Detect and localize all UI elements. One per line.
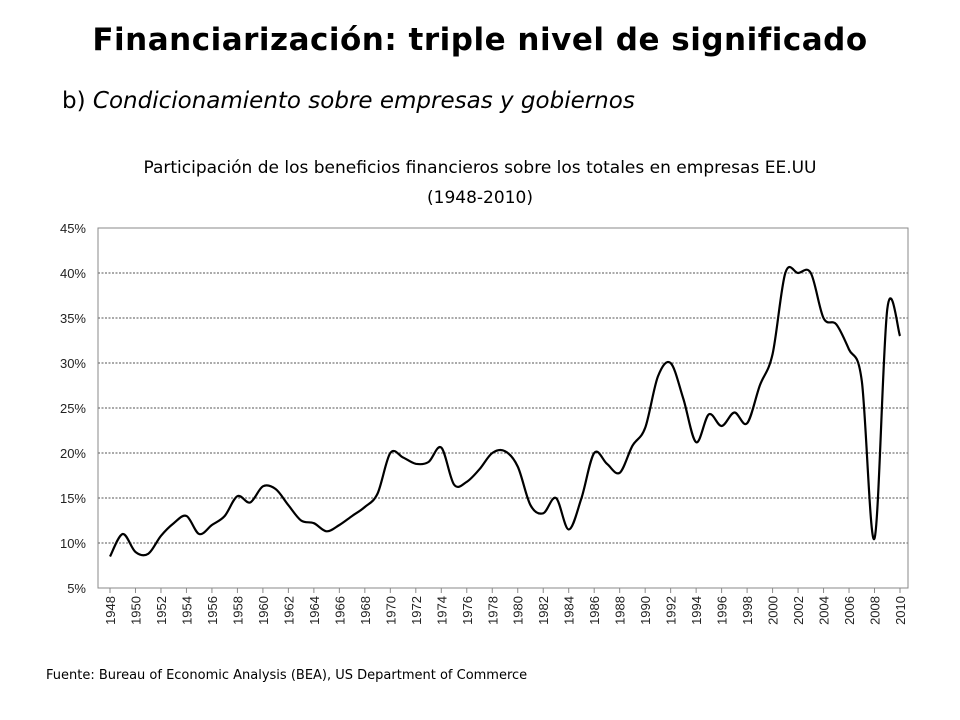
x-tick-label: 1958: [230, 596, 245, 625]
x-tick-label: 1976: [460, 596, 475, 625]
x-tick-label: 1978: [485, 596, 500, 625]
x-tick-label: 1968: [358, 596, 373, 625]
x-tick-label: 1988: [613, 596, 628, 625]
x-tick-label: 2000: [766, 596, 781, 625]
x-tick-label: 1972: [409, 596, 424, 625]
series-line: [109, 265, 902, 558]
x-tick-label: 2006: [842, 596, 857, 625]
x-tick-label: 1974: [434, 596, 449, 625]
x-tick-label: 2008: [868, 596, 883, 625]
x-tick-label: 1954: [179, 596, 194, 625]
slide-subtitle: b) Condicionamiento sobre empresas y gob…: [62, 88, 635, 114]
x-tick-label: 1998: [740, 596, 755, 625]
x-tick-label: 1948: [103, 596, 118, 625]
chart-subtitle: (1948-2010): [427, 188, 533, 208]
x-tick-label: 1966: [332, 596, 347, 625]
x-tick-label: 1962: [281, 596, 296, 625]
x-tick-label: 1996: [715, 596, 730, 625]
x-tick-label: 1984: [562, 596, 577, 625]
subtitle-prefix: b): [62, 88, 86, 114]
y-tick-label: 5%: [67, 581, 86, 596]
x-tick-label: 2002: [791, 596, 806, 625]
x-tick-label: 1986: [587, 596, 602, 625]
x-tick-label: 1992: [664, 596, 679, 625]
x-tick-label: 1990: [638, 596, 653, 625]
plot-area-frame: [97, 227, 909, 589]
chart-title: Participación de los beneficios financie…: [143, 158, 817, 178]
x-tick-label: 1960: [256, 596, 271, 625]
x-tick-label: 1982: [536, 596, 551, 625]
y-tick-label: 25%: [60, 401, 86, 416]
source-note: Fuente: Bureau of Economic Analysis (BEA…: [46, 668, 528, 683]
x-tick-label: 1956: [205, 596, 220, 625]
y-tick-label: 35%: [60, 311, 86, 326]
y-tick-label: 30%: [60, 356, 86, 371]
x-tick-label: 1994: [689, 596, 704, 625]
y-tick-label: 20%: [60, 446, 86, 461]
x-tick-label: 2004: [817, 596, 832, 625]
x-tick-label: 1950: [128, 596, 143, 625]
x-tick-label: 1964: [307, 596, 322, 625]
subtitle-text: Condicionamiento sobre empresas y gobier…: [92, 88, 635, 114]
y-tick-label: 10%: [60, 536, 86, 551]
y-tick-label: 15%: [60, 491, 86, 506]
slide-title: Financiarización: triple nivel de signif…: [92, 22, 868, 58]
y-tick-label: 40%: [60, 266, 86, 281]
chart-title-block: Participación de los beneficios financie…: [60, 153, 900, 213]
x-tick-label: 2010: [893, 596, 908, 625]
x-tick-label: 1980: [511, 596, 526, 625]
x-tick-label: 1970: [383, 596, 398, 625]
y-tick-label: 45%: [60, 221, 86, 236]
x-tick-label: 1952: [154, 596, 169, 625]
